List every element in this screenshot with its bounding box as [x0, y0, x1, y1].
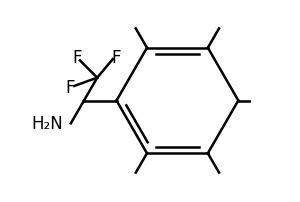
Text: F: F	[72, 49, 82, 67]
Text: H₂N: H₂N	[31, 115, 63, 133]
Text: F: F	[65, 79, 75, 97]
Text: F: F	[111, 49, 121, 67]
